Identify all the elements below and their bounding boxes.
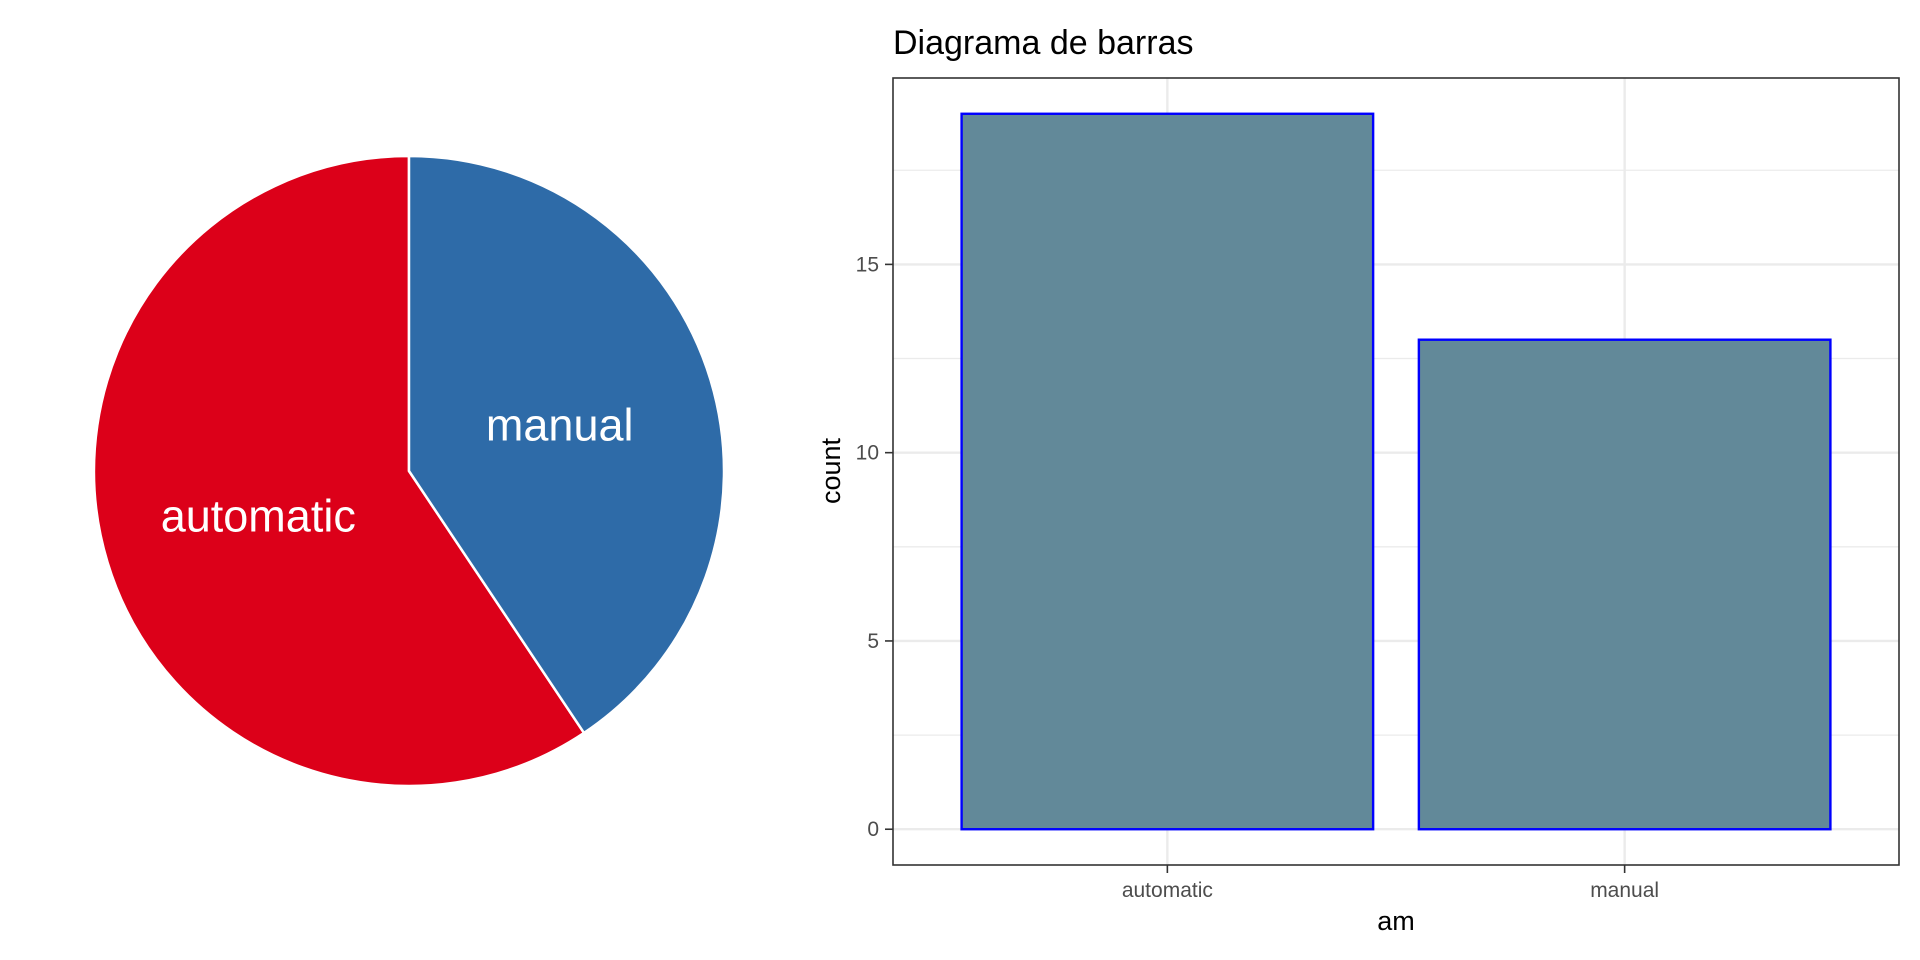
bars bbox=[960, 112, 1832, 831]
bar-chart-title: Diagrama de barras bbox=[893, 24, 1193, 62]
plot-panel-border bbox=[892, 77, 1900, 866]
pie-label-manual: manual bbox=[486, 399, 634, 450]
bar-manual bbox=[1417, 338, 1832, 831]
pie-label-automatic: automatic bbox=[161, 491, 356, 542]
bar-automatic bbox=[960, 112, 1375, 831]
pie-slice-manual bbox=[407, 154, 726, 735]
x-tick-label: manual bbox=[1590, 879, 1659, 902]
bar-chart: Diagrama de barras 0 5 10 15 automatic manua… bbox=[816, 24, 1900, 936]
y-axis: 0 5 10 15 bbox=[856, 253, 893, 841]
x-axis: automatic manual bbox=[1122, 865, 1659, 902]
y-tick-label: 5 bbox=[867, 630, 879, 653]
pie-chart: automatic manual bbox=[92, 154, 726, 788]
y-tick-label: 15 bbox=[856, 253, 879, 276]
pie-slice-automatic bbox=[92, 154, 586, 788]
x-axis-title: am bbox=[1377, 906, 1415, 936]
y-tick-label: 0 bbox=[867, 818, 879, 841]
y-axis-title: count bbox=[816, 437, 846, 504]
y-tick-label: 10 bbox=[856, 442, 879, 465]
x-tick-label: automatic bbox=[1122, 879, 1213, 902]
